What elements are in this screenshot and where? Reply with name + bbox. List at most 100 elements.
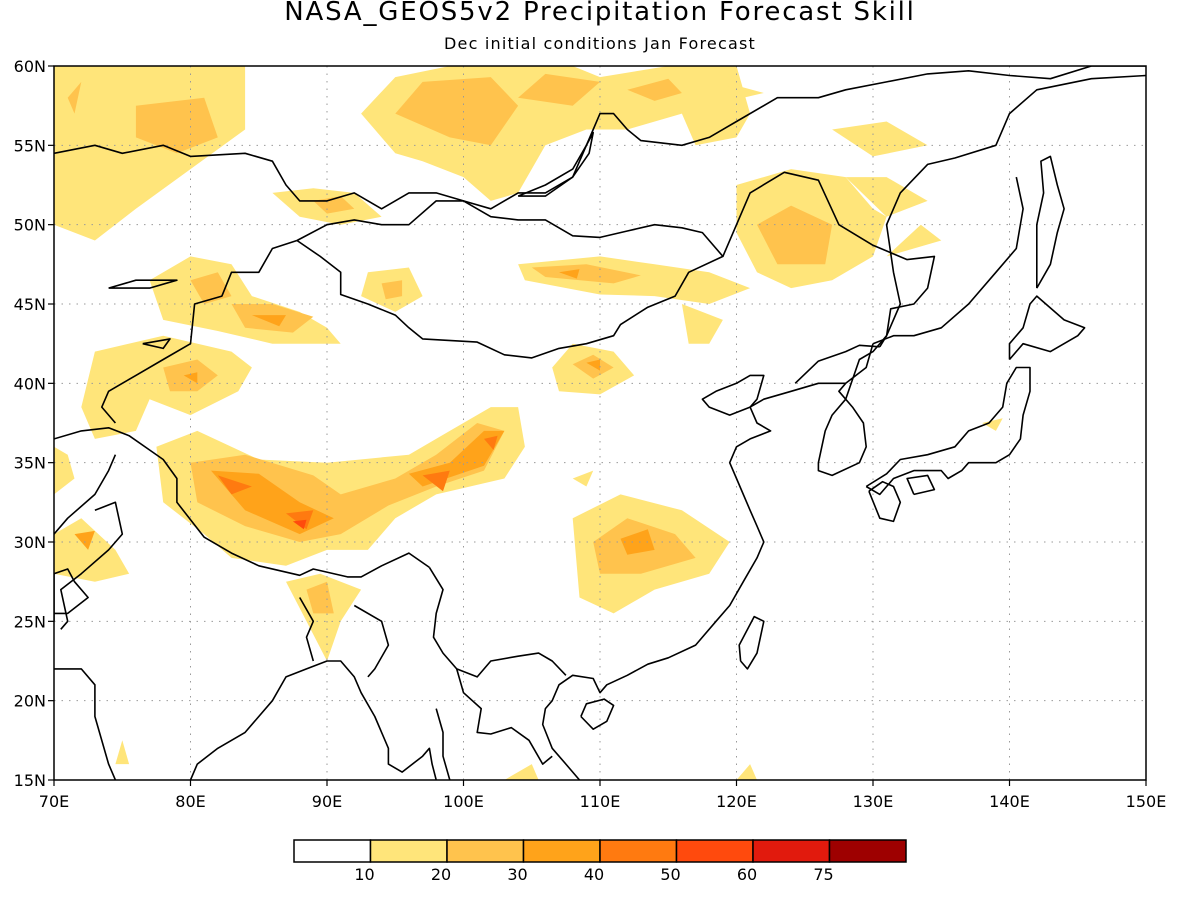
colorbar-swatch-1 bbox=[369, 839, 448, 863]
coastline-bay-of-bengal bbox=[54, 668, 117, 780]
map-subtitle: Dec initial conditions Jan Forecast bbox=[444, 34, 756, 53]
lon-tick-label: 100E bbox=[443, 792, 484, 811]
coastline-taiwan bbox=[580, 698, 615, 731]
skill-contour-central-siberia-level-2 bbox=[627, 78, 682, 101]
skill-contour-assam-level-2 bbox=[306, 581, 334, 614]
lat-tick-label: 45N bbox=[14, 295, 46, 314]
skill-contour-tibet-level-4 bbox=[217, 475, 252, 495]
colorbar-swatch-2 bbox=[446, 839, 525, 863]
skill-contour-south-china-level-3 bbox=[620, 529, 655, 555]
skill-contour-misc-level-1 bbox=[572, 470, 594, 487]
colorbar-swatch-3 bbox=[522, 839, 601, 863]
colorbar-label: 40 bbox=[584, 865, 604, 884]
skill-contour-west-kunlun-level-1 bbox=[81, 335, 252, 439]
coastline-taiwan bbox=[738, 615, 765, 670]
coastline-shikoku bbox=[868, 480, 902, 523]
skill-contour-mongolia-central-level-2 bbox=[531, 264, 641, 284]
lon-tick-label: 140E bbox=[989, 792, 1030, 811]
colorbar-label: 50 bbox=[660, 865, 680, 884]
skill-contour-west-kunlun-level-3 bbox=[183, 372, 198, 384]
lat-tick-label: 40N bbox=[14, 374, 46, 393]
lat-tick-label: 25N bbox=[14, 612, 46, 631]
lon-tick-label: 80E bbox=[175, 792, 205, 811]
skill-contour-misc-level-1 bbox=[115, 740, 130, 765]
coastline-china-coast bbox=[541, 382, 846, 780]
colorbar-swatch-7 bbox=[828, 839, 907, 863]
coastline-india bbox=[54, 426, 430, 578]
coastline-kyushu bbox=[865, 366, 1031, 496]
skill-contour-tibet-level-4 bbox=[422, 470, 450, 492]
colorbar-swatch-4 bbox=[599, 839, 678, 863]
skill-contour-pakistan-level-3 bbox=[74, 530, 95, 550]
skill-contour-misc-level-1 bbox=[982, 418, 1003, 431]
coastline-indochina bbox=[455, 668, 553, 765]
coastline-hokkaido bbox=[906, 474, 936, 496]
skill-contour-mongolia-central-level-3 bbox=[559, 269, 580, 279]
colorbar: 10 20 30 40 50 60 75 bbox=[293, 839, 907, 884]
skill-contour-manchuria-level-1 bbox=[722, 81, 764, 98]
skill-contour-misc-level-1 bbox=[504, 764, 539, 780]
axis-ticks: 70E 80E 90E 100E 110E 120E 130E 140E 150E 15N 20N 2… bbox=[14, 57, 1167, 811]
lat-tick-label: 60N bbox=[14, 57, 46, 76]
coastline-baikal bbox=[517, 131, 595, 197]
coastline-korea-border bbox=[794, 344, 880, 384]
coastline-indochina bbox=[353, 604, 390, 678]
lat-tick-label: 50N bbox=[14, 216, 46, 235]
skill-contour-pakistan-level-1 bbox=[54, 446, 75, 495]
coastline-mongolia bbox=[296, 200, 724, 359]
coastline-india bbox=[59, 501, 124, 630]
map-title: NASA_GEOS5v2 Precipitation Forecast Skil… bbox=[284, 0, 916, 27]
skill-shading-layer bbox=[54, 66, 1003, 780]
skill-contour-northwest-siberia-level-2 bbox=[67, 81, 82, 114]
lon-tick-label: 90E bbox=[312, 792, 342, 811]
skill-contour-misc-level-1 bbox=[886, 224, 942, 257]
skill-contour-tibet-level-4 bbox=[286, 510, 314, 530]
coastline-kamchatka-okhotsk bbox=[817, 74, 1146, 477]
skill-contour-tibet-level-5 bbox=[292, 519, 307, 530]
colorbar-label: 20 bbox=[431, 865, 451, 884]
colorbar-label: 60 bbox=[737, 865, 757, 884]
coastline-indochina bbox=[428, 566, 567, 678]
skill-contour-kazakhstan-level-3 bbox=[251, 315, 286, 327]
lat-tick-label: 30N bbox=[14, 533, 46, 552]
coastline-bay-of-bengal bbox=[189, 660, 437, 780]
coastline-arctic-coast bbox=[54, 66, 1146, 210]
skill-contour-manchuria-level-1 bbox=[681, 304, 723, 344]
coastline-sakhalin bbox=[1008, 295, 1086, 361]
coastline-indochina bbox=[435, 708, 451, 780]
skill-contour-misc-level-1 bbox=[736, 764, 757, 780]
plot-background bbox=[54, 66, 1146, 780]
skill-contour-pakistan-level-1 bbox=[54, 518, 130, 582]
lat-tick-label: 15N bbox=[14, 771, 46, 790]
lat-tick-label: 20N bbox=[14, 692, 46, 711]
coastline-issyk-kul bbox=[142, 338, 171, 350]
coastline-indochina bbox=[299, 597, 315, 662]
skill-contour-manchuria-level-1 bbox=[832, 121, 928, 157]
skill-contour-northwest-siberia-level-2 bbox=[135, 97, 218, 154]
lat-tick-label: 55N bbox=[14, 136, 46, 155]
skill-contour-inner-mongolia-level-3 bbox=[586, 359, 600, 371]
coastline-manchuria-border bbox=[722, 171, 936, 348]
lat-tick-label: 35N bbox=[14, 454, 46, 473]
coastline-kazakh-border bbox=[101, 239, 298, 424]
colorbar-label: 10 bbox=[354, 865, 374, 884]
lon-tick-label: 110E bbox=[580, 792, 621, 811]
skill-contour-tibet-level-3 bbox=[408, 430, 505, 487]
skill-contour-tibet-level-4 bbox=[484, 435, 498, 450]
skill-contour-manchuria-level-2 bbox=[757, 205, 833, 265]
skill-contour-central-siberia-level-2 bbox=[395, 77, 519, 146]
coastline-balkhash bbox=[108, 279, 178, 289]
coastline-hainan bbox=[1036, 155, 1065, 289]
skill-contour-mongolia-west-level-2 bbox=[381, 280, 403, 300]
lon-tick-label: 150E bbox=[1126, 792, 1167, 811]
lon-tick-label: 70E bbox=[39, 792, 69, 811]
coastlines-layer bbox=[54, 66, 1146, 780]
lon-tick-label: 130E bbox=[853, 792, 894, 811]
colorbar-swatch-0 bbox=[293, 839, 372, 863]
coastline-korea bbox=[701, 374, 765, 416]
lon-tick-label: 120E bbox=[716, 792, 757, 811]
coastline-sw-border bbox=[54, 568, 89, 615]
skill-contour-inner-mongolia-level-2 bbox=[572, 354, 614, 379]
coastline-india bbox=[54, 454, 117, 535]
